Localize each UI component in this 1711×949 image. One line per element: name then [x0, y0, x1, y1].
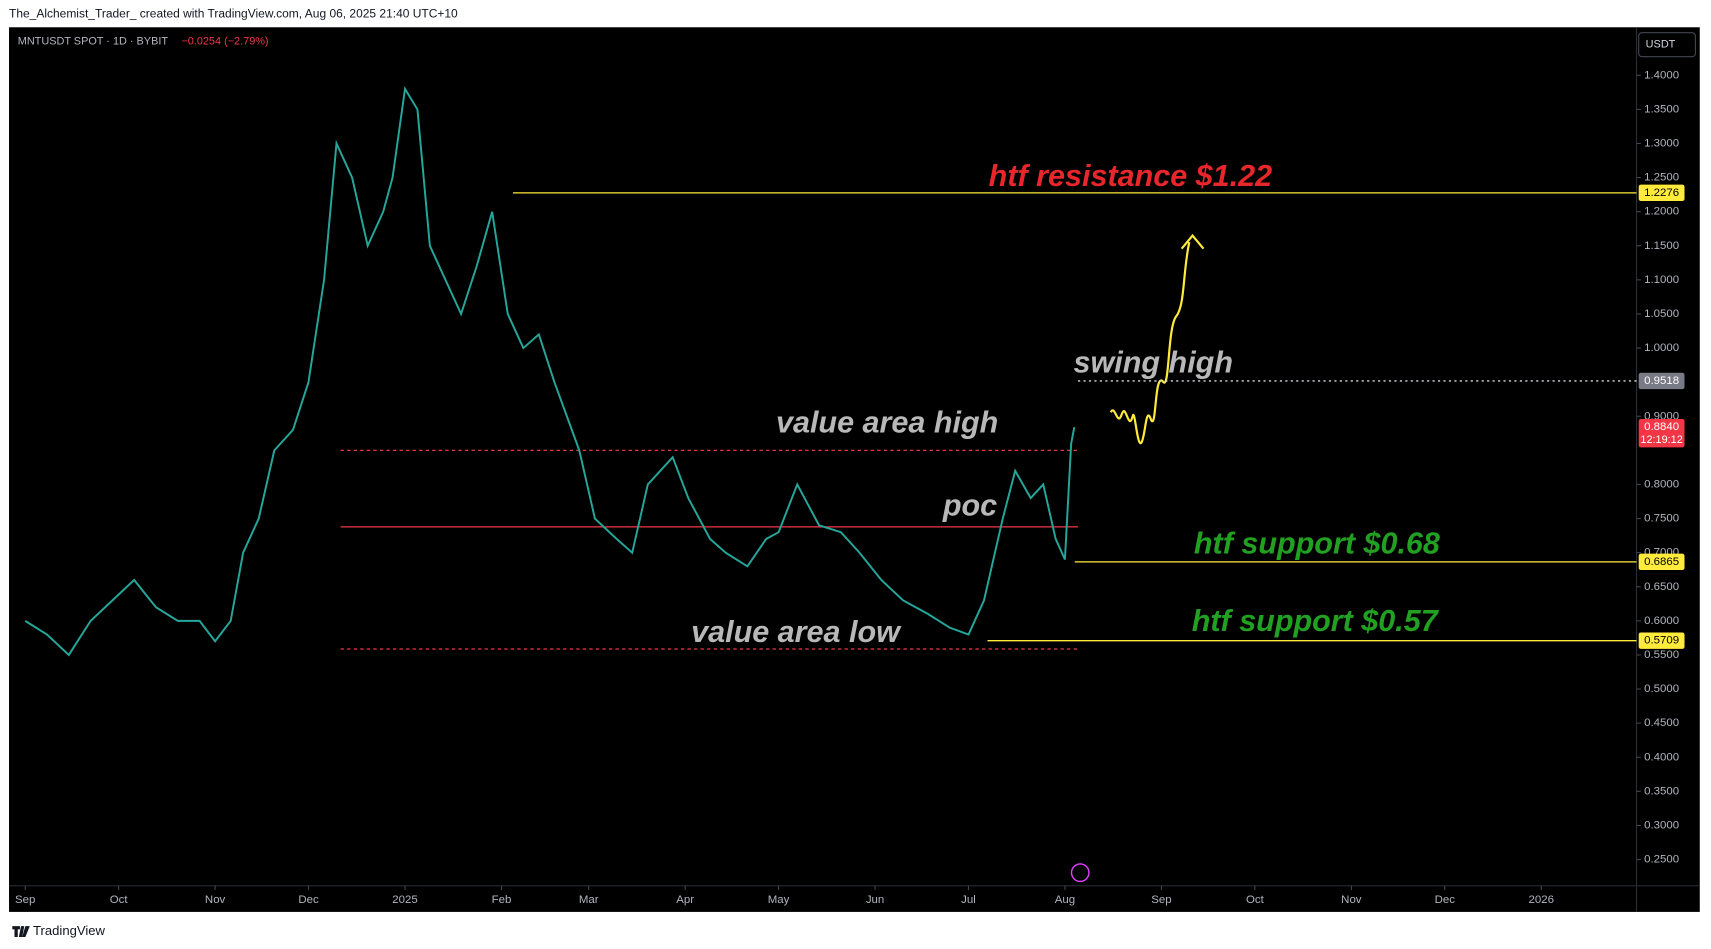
x-tick-label: Jul	[961, 894, 976, 906]
event-icon[interactable]	[1070, 863, 1090, 883]
price-label: 1.2276	[1644, 187, 1679, 199]
y-tick-label: 0.3000	[1644, 819, 1679, 831]
annotation: swing high	[1074, 345, 1233, 379]
change: −0.0254 (−2.79%)	[181, 35, 268, 47]
y-tick-label: 0.6500	[1644, 581, 1679, 593]
y-tick-label: 0.8000	[1644, 478, 1679, 490]
x-tick-label: Apr	[676, 894, 694, 906]
arrow-head	[1180, 233, 1205, 250]
y-tick-label: 0.2500	[1644, 854, 1679, 866]
x-tick-label: Oct	[1246, 894, 1265, 906]
y-tick-label: 1.1500	[1644, 240, 1679, 252]
x-tick-label: Feb	[492, 894, 512, 906]
brand: TradingView	[33, 923, 106, 938]
x-tick-label: Sep	[15, 894, 35, 906]
y-tick-label: 0.6000	[1644, 615, 1679, 627]
x-tick-label: Jun	[866, 894, 884, 906]
y-tick-label: 0.5000	[1644, 683, 1679, 695]
price-line	[24, 86, 1076, 657]
y-tick-label: 0.3500	[1644, 785, 1679, 797]
price-label: 0.5709	[1644, 635, 1679, 647]
annotation: poc	[942, 488, 997, 522]
y-tick-label: 1.2500	[1644, 172, 1679, 184]
y-tick-label: 1.0000	[1644, 342, 1679, 354]
x-tick-label: Dec	[1435, 894, 1456, 906]
annotation: htf support $0.57	[1192, 604, 1440, 638]
y-tick-label: 0.4000	[1644, 751, 1679, 763]
y-tick-label: 1.4000	[1644, 69, 1679, 81]
currency[interactable]: USDT	[1646, 39, 1676, 51]
price-label-bg	[1638, 632, 1685, 649]
price-label: 0.9518	[1644, 375, 1679, 387]
x-tick-label: Nov	[1341, 894, 1362, 906]
price-label: 0.6865	[1644, 556, 1679, 568]
x-tick-label: Dec	[298, 894, 319, 906]
y-tick-label: 1.3500	[1644, 103, 1679, 115]
countdown: 12:19:12	[1640, 434, 1682, 446]
y-tick-label: 1.0500	[1644, 308, 1679, 320]
annotation: value area high	[776, 405, 998, 439]
x-tick-label: Sep	[1151, 894, 1171, 906]
x-tick-label: Aug	[1055, 894, 1075, 906]
y-tick-label: 1.3000	[1644, 138, 1679, 150]
price-label-bg	[1638, 372, 1685, 390]
brand-logo	[12, 926, 30, 938]
x-tick-label: Oct	[110, 894, 129, 906]
y-tick-label: 0.4500	[1644, 717, 1679, 729]
price-label-bg	[1638, 418, 1685, 448]
price-label-bg	[1638, 184, 1685, 202]
y-tick-label: 0.5500	[1644, 649, 1679, 661]
currency-button[interactable]	[1638, 32, 1696, 58]
annotation: value area low	[691, 615, 902, 649]
price-label-bg	[1638, 553, 1685, 571]
x-tick-label: 2025	[392, 894, 417, 906]
annotation: htf resistance $1.22	[989, 159, 1272, 193]
projection-arrow	[1109, 241, 1191, 444]
annotation: htf support $0.68	[1194, 526, 1440, 560]
y-tick-label: 1.1000	[1644, 274, 1679, 286]
x-tick-label: Nov	[205, 894, 226, 906]
symbol: MNTUSDT SPOT · 1D · BYBIT	[18, 35, 169, 47]
y-tick-label: 1.2000	[1644, 206, 1679, 218]
x-tick-label: 2026	[1529, 894, 1554, 906]
x-tick-label: May	[768, 894, 790, 906]
y-tick-label: 0.7500	[1644, 513, 1679, 525]
chart-pane	[9, 27, 1700, 912]
price-label: 0.8840	[1644, 421, 1679, 433]
caption: The_Alchemist_Trader_ created with Tradi…	[9, 6, 458, 20]
x-tick-label: Mar	[579, 894, 599, 906]
